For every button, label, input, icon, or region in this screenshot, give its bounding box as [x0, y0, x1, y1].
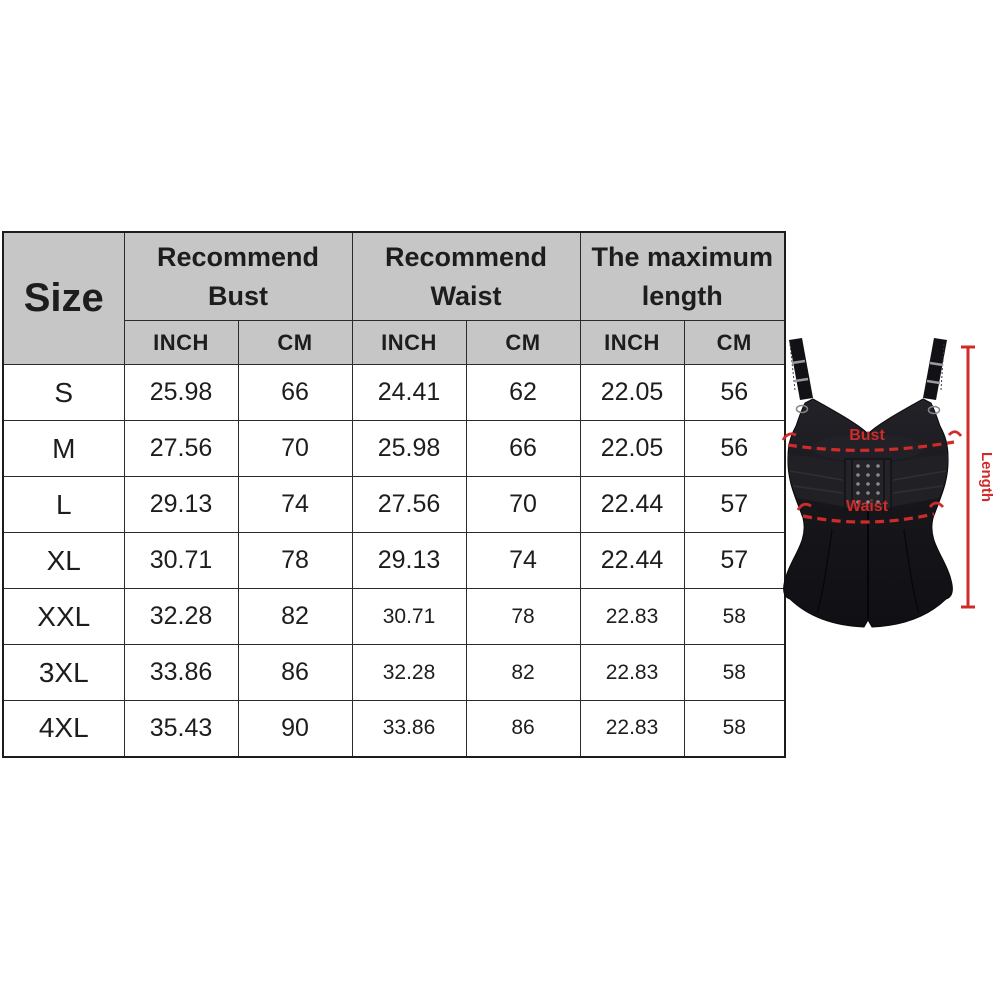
- table-header-row-units: INCH CM INCH CM INCH CM: [3, 320, 786, 365]
- bust-label: Bust: [849, 427, 885, 444]
- waist-cm-value: 66: [465, 420, 581, 477]
- bust-cm-value: 86: [237, 644, 353, 701]
- max-length-inch-header: INCH: [579, 320, 685, 365]
- max-length-cm-header: CM: [683, 320, 786, 365]
- waist-inch-value: 25.98: [351, 420, 467, 477]
- shoulder-straps: [789, 338, 947, 400]
- table-row-m: M 27.56 70 25.98 66 22.05 56: [2, 420, 786, 477]
- table-row-4xl: 4XL 35.43 90 33.86 86 22.83 58: [2, 700, 786, 757]
- bust-annotation: [781, 430, 963, 452]
- bust-cm-value: 82: [237, 588, 353, 645]
- bust-dashed-line: [787, 440, 955, 452]
- max-length-inch-value: 22.44: [579, 532, 685, 589]
- waist-cm-value: 82: [465, 644, 581, 701]
- max-length-cm-value: 58: [683, 700, 786, 757]
- bust-group-header: Recommend Bust: [123, 231, 353, 321]
- hook-dots: [856, 464, 880, 504]
- waist-inch-header: INCH: [351, 320, 467, 365]
- vest-seams: [816, 509, 920, 619]
- waist-cm-value: 78: [465, 588, 581, 645]
- size-label: 3XL: [2, 644, 125, 701]
- bust-cm-value: 74: [237, 476, 353, 533]
- bust-cm-header: CM: [237, 320, 353, 365]
- bust-inch-value: 33.86: [123, 644, 239, 701]
- waist-inch-value: 30.71: [351, 588, 467, 645]
- bust-inch-value: 30.71: [123, 532, 239, 589]
- max-length-inch-value: 22.83: [579, 644, 685, 701]
- table-row-3xl: 3XL 33.86 86 32.28 82 22.83 58: [2, 644, 786, 701]
- max-length-inch-value: 22.83: [579, 588, 685, 645]
- size-column-header: Size: [2, 231, 125, 365]
- bust-cm-value: 70: [237, 420, 353, 477]
- waist-inch-value: 29.13: [351, 532, 467, 589]
- size-label: 4XL: [2, 700, 125, 757]
- bust-inch-value: 27.56: [123, 420, 239, 477]
- waist-cm-value: 74: [465, 532, 581, 589]
- bust-inch-value: 32.28: [123, 588, 239, 645]
- bust-inch-value: 29.13: [123, 476, 239, 533]
- waist-group-header-line1: Recommend: [384, 241, 548, 272]
- bust-inch-header: INCH: [123, 320, 239, 365]
- cincher-wings: [788, 454, 948, 507]
- waist-cm-value: 62: [465, 364, 581, 421]
- max-length-group-header-line1: The maximum: [591, 241, 774, 272]
- length-measure-line: [961, 345, 975, 609]
- max-length-inch-value: 22.05: [579, 420, 685, 477]
- bust-cm-value: 66: [237, 364, 353, 421]
- max-length-inch-value: 22.83: [579, 700, 685, 757]
- waist-inch-value: 32.28: [351, 644, 467, 701]
- max-length-inch-value: 22.44: [579, 476, 685, 533]
- waist-annotation: [796, 501, 945, 524]
- size-label: L: [2, 476, 125, 533]
- max-length-cm-value: 57: [683, 476, 786, 533]
- bust-inch-value: 35.43: [123, 700, 239, 757]
- size-chart-table: Size Recommend Bust Recommend Waist The …: [2, 231, 786, 758]
- waist-label: Waist: [846, 498, 889, 515]
- bust-cm-value: 78: [237, 532, 353, 589]
- table-row-s: S 25.98 66 24.41 62 22.05 56: [2, 364, 786, 421]
- size-label: M: [2, 420, 125, 477]
- waist-group-header-line2: Waist: [430, 280, 502, 311]
- waist-cm-value: 70: [465, 476, 581, 533]
- max-length-group-header-line2: length: [641, 280, 723, 311]
- length-label: Length: [978, 452, 995, 502]
- bust-cm-value: 90: [237, 700, 353, 757]
- table-row-xxl: XXL 32.28 82 30.71 78 22.83 58: [2, 588, 786, 645]
- bust-inch-value: 25.98: [123, 364, 239, 421]
- size-label: XL: [2, 532, 125, 589]
- max-length-inch-value: 22.05: [579, 364, 685, 421]
- waist-dashed-line: [802, 512, 935, 524]
- max-length-group-header: The maximum length: [579, 231, 786, 321]
- bust-group-header-line1: Recommend: [156, 241, 320, 272]
- waist-inch-value: 24.41: [351, 364, 467, 421]
- bust-group-header-line2: Bust: [208, 280, 268, 311]
- max-length-cm-value: 57: [683, 532, 786, 589]
- size-label: XXL: [2, 588, 125, 645]
- waist-inch-value: 27.56: [351, 476, 467, 533]
- waist-trainer-vest-figure: Bust Waist Length: [781, 338, 995, 628]
- chest-highlight: [812, 434, 924, 462]
- strap-adjuster-clips: [791, 359, 944, 385]
- waist-cm-header: CM: [465, 320, 581, 365]
- waist-inch-value: 33.86: [351, 700, 467, 757]
- max-length-cm-value: 56: [683, 420, 786, 477]
- size-label: S: [2, 364, 125, 421]
- hook-eye-closure-panel: [844, 458, 892, 510]
- strap-base-rings: [795, 404, 941, 415]
- max-length-cm-value: 58: [683, 644, 786, 701]
- table-row-l: L 29.13 74 27.56 70 22.44 57: [2, 476, 786, 533]
- table-row-xl: XL 30.71 78 29.13 74 22.44 57: [2, 532, 786, 589]
- waist-cm-value: 86: [465, 700, 581, 757]
- max-length-cm-value: 56: [683, 364, 786, 421]
- waist-group-header: Recommend Waist: [351, 231, 581, 321]
- max-length-cm-value: 58: [683, 588, 786, 645]
- table-header-row-groups: Size Recommend Bust Recommend Waist The …: [2, 231, 786, 365]
